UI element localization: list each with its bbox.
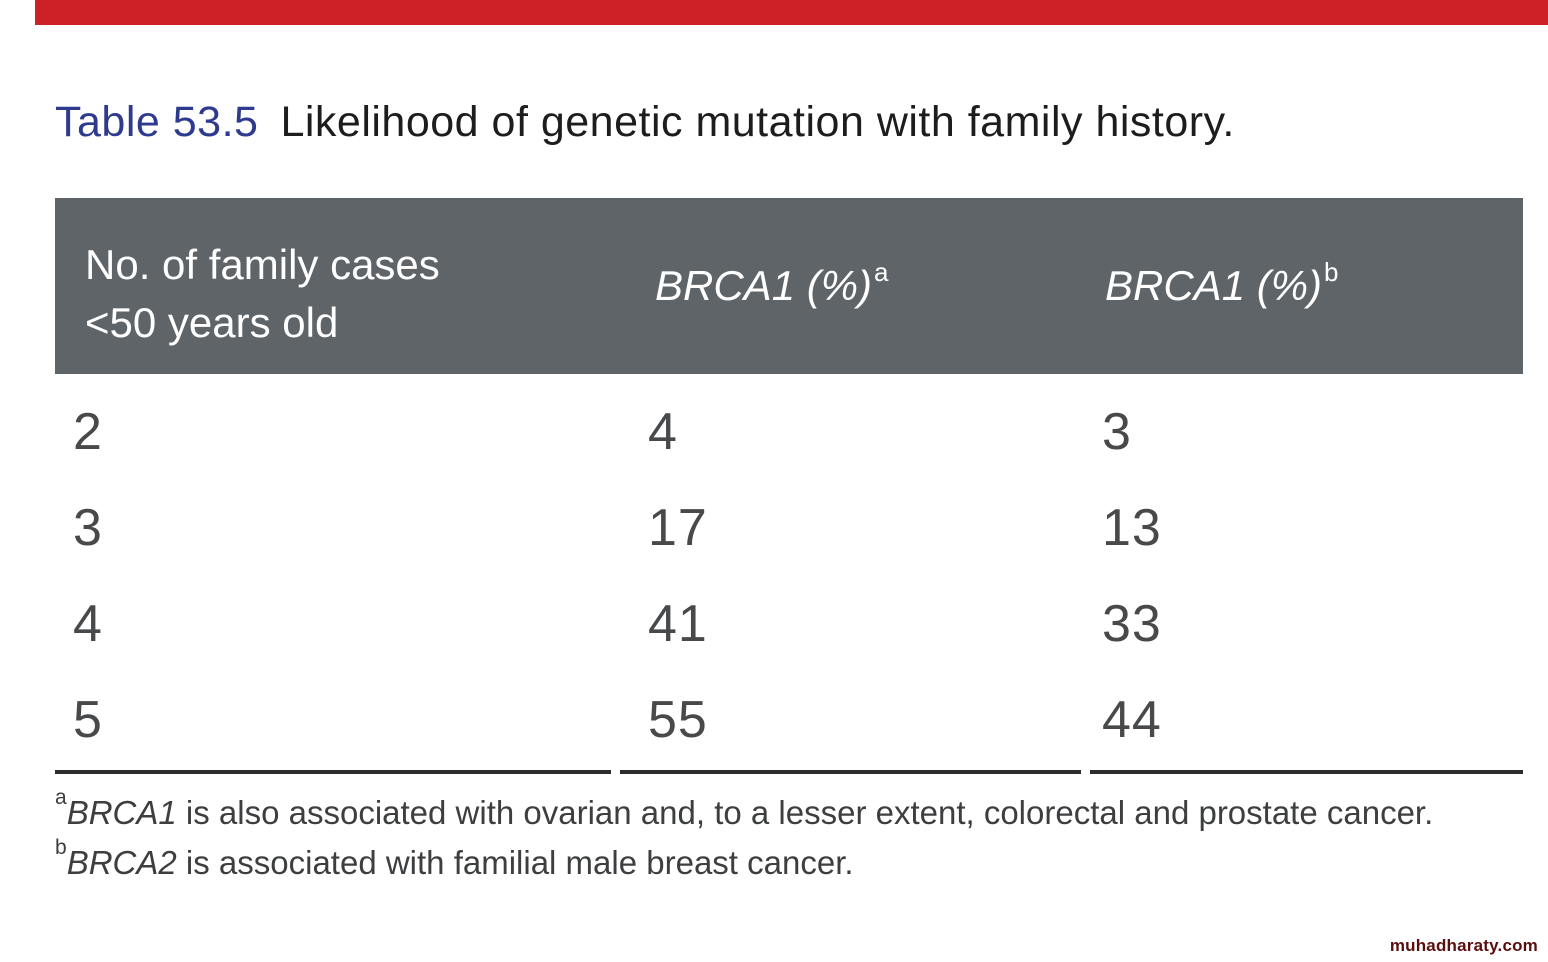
cell-brca1-b: 13 — [1102, 499, 1162, 557]
site-watermark: muhadharaty.com — [1389, 936, 1538, 955]
footnote-b: bBRCA2 is associated with familial male … — [55, 836, 1507, 888]
cell-cases: 3 — [73, 499, 103, 557]
cell-brca1-b: 33 — [1102, 595, 1162, 653]
footnote-a-text: is also associated with ovarian and, to … — [176, 794, 1434, 831]
table-row: 2 4 3 — [55, 384, 1523, 480]
table-header-row: No. of family cases <50 years old BRCA1 … — [55, 198, 1523, 374]
footnote-a: aBRCA1 is also associated with ovarian a… — [55, 786, 1507, 838]
table-bottom-rule — [55, 770, 1523, 774]
bottom-rule-segment — [55, 770, 611, 774]
brca1-b-label: BRCA1 (%) — [1105, 262, 1323, 309]
table-row: 3 17 13 — [55, 480, 1523, 576]
table-row: 5 55 44 — [55, 672, 1523, 768]
cell-brca1-a: 41 — [648, 595, 708, 653]
footnote-a-marker: a — [55, 786, 67, 809]
table-title: Table 53.5 Likelihood of genetic mutation… — [55, 98, 1495, 147]
cell-brca1-b: 44 — [1102, 691, 1162, 749]
cell-brca1-b: 3 — [1102, 403, 1132, 461]
family-cases-line1: No. of family cases — [85, 241, 440, 288]
table-body: 2 4 3 3 17 13 4 41 33 5 55 44 — [55, 374, 1523, 768]
column-header-brca1-a: BRCA1 (%) a — [655, 257, 889, 309]
brca1-a-label: BRCA1 (%) — [655, 262, 873, 309]
table-footnotes: aBRCA1 is also associated with ovarian a… — [55, 786, 1507, 888]
column-header-brca1-b: BRCA1 (%) b — [1105, 257, 1339, 309]
table-number-label: Table 53.5 — [55, 98, 259, 146]
cell-brca1-a: 55 — [648, 691, 708, 749]
cell-brca1-a: 17 — [648, 499, 708, 557]
cell-cases: 5 — [73, 691, 103, 749]
table-row: 4 41 33 — [55, 576, 1523, 672]
footnote-a-gene: BRCA1 — [66, 794, 177, 831]
genetic-mutation-table: No. of family cases <50 years old BRCA1 … — [55, 198, 1523, 774]
column-header-family-cases: No. of family cases <50 years old — [55, 198, 620, 374]
bottom-rule-segment — [620, 770, 1081, 774]
cell-cases: 2 — [73, 403, 103, 461]
cell-brca1-a: 4 — [648, 403, 678, 461]
footnote-b-text: is associated with familial male breast … — [176, 844, 854, 881]
cell-cases: 4 — [73, 595, 103, 653]
top-red-bar — [35, 0, 1548, 25]
footnote-b-marker: b — [55, 836, 67, 859]
footnote-b-gene: BRCA2 — [66, 844, 177, 881]
bottom-rule-segment — [1090, 770, 1523, 774]
table-title-text: Likelihood of genetic mutation with fami… — [280, 98, 1235, 146]
family-cases-line2: <50 years old — [85, 299, 339, 346]
